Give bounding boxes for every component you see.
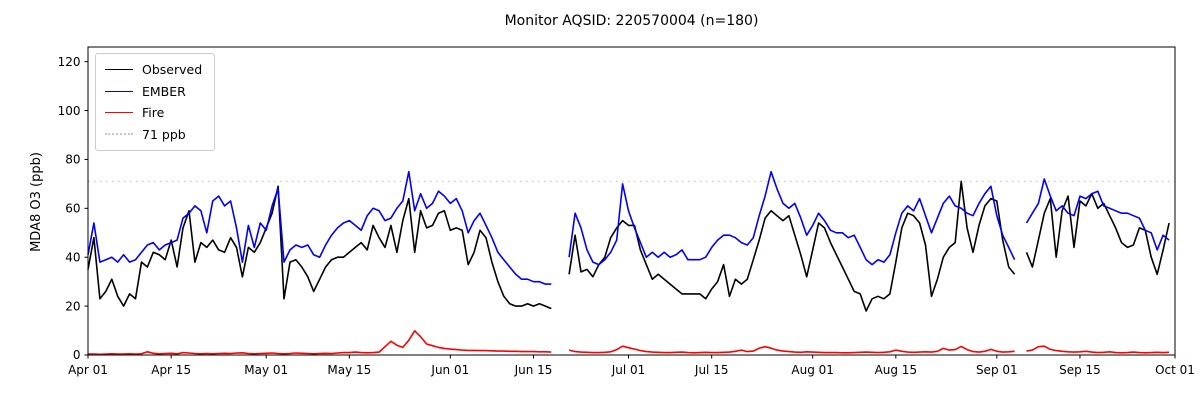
y-tick-label: 100	[58, 104, 81, 118]
series-line-observed	[87, 180, 1170, 312]
x-tick-label: Aug 01	[791, 363, 834, 377]
y-tick-label: 40	[65, 250, 80, 264]
x-tick-label: Apr 01	[68, 363, 108, 377]
y-tick-label: 60	[65, 202, 80, 216]
fire-line-sample-icon	[105, 112, 133, 114]
chart-title: Monitor AQSID: 220570004 (n=180)	[504, 13, 759, 29]
x-tick-label: Sep 15	[1059, 363, 1101, 377]
legend-label-ember: EMBER	[142, 83, 186, 99]
x-tick-label: Oct 01	[1155, 363, 1195, 377]
legend-label-observed: Observed	[142, 62, 203, 78]
x-tick-label: Jul 01	[611, 363, 646, 377]
series-line-fire	[88, 330, 1170, 356]
y-axis-label: MDA8 O3 (ppb)	[29, 152, 44, 252]
y-tick-label: 20	[65, 299, 80, 313]
y-tick-label: 120	[58, 55, 81, 69]
x-tick-label: Aug 15	[875, 363, 918, 377]
x-tick-label: Sep 01	[976, 363, 1018, 377]
y-tick-label: 0	[73, 348, 81, 362]
plot-border	[87, 46, 1176, 356]
x-tick-label: May 15	[327, 363, 371, 377]
legend-label-fire: Fire	[142, 105, 165, 121]
legend-label-threshold: 71 ppb	[142, 126, 186, 142]
x-tick-label: Apr 15	[151, 363, 191, 377]
x-tick-label: Jun 15	[514, 363, 553, 377]
x-tick-label: Jun 01	[430, 363, 469, 377]
legend-item-ember: EMBER	[105, 81, 202, 103]
y-tick-label: 80	[65, 153, 80, 167]
observed-line-sample-icon	[105, 69, 133, 71]
chart-legend: Observed EMBER Fire 71 ppb	[95, 53, 216, 151]
legend-item-observed: Observed	[105, 59, 202, 81]
ember-line-sample-icon	[105, 90, 133, 92]
threshold-line-sample-icon	[105, 133, 133, 136]
legend-item-fire: Fire	[105, 102, 202, 124]
x-tick-label: May 01	[244, 363, 288, 377]
legend-item-threshold: 71 ppb	[105, 124, 202, 146]
x-tick-label: Jul 15	[694, 363, 729, 377]
series-line-ember	[87, 170, 1170, 285]
